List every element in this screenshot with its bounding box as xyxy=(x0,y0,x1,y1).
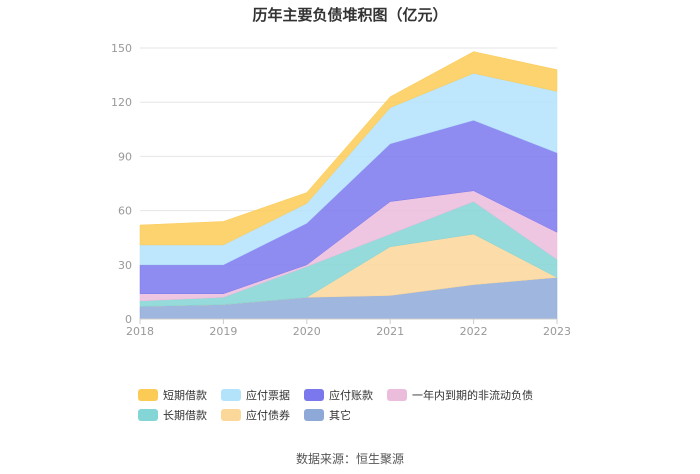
legend-swatch xyxy=(304,409,324,421)
x-tick-label: 2022 xyxy=(460,325,488,338)
x-tick-label: 2023 xyxy=(543,325,571,338)
legend-label: 短期借款 xyxy=(163,389,207,402)
legend-label: 应付债券 xyxy=(246,409,290,422)
legend-item[interactable]: 应付债券 xyxy=(221,408,290,422)
legend-swatch xyxy=(221,389,241,401)
x-tick-label: 2021 xyxy=(376,325,404,338)
legend-label: 其它 xyxy=(329,409,351,422)
legend-swatch xyxy=(138,389,158,401)
area-series-6 xyxy=(139,51,558,246)
legend-label: 一年内到期的非流动负债 xyxy=(412,389,533,402)
x-tick-label: 2018 xyxy=(126,325,154,338)
legend-item[interactable]: 其它 xyxy=(304,408,351,422)
legend-swatch xyxy=(304,389,324,401)
legend: 短期借款 应付票据 应付账款 一年内到期的非流动负债长期借款 应付债券 其它 xyxy=(138,388,608,422)
y-tick-label: 30 xyxy=(118,259,132,272)
legend-swatch xyxy=(387,389,407,401)
legend-label: 长期借款 xyxy=(163,409,207,422)
data-source: 数据来源：恒生聚源 xyxy=(295,452,404,466)
y-tick-label: 150 xyxy=(111,42,132,55)
legend-item[interactable]: 应付账款 xyxy=(304,388,373,402)
chart-title: 历年主要负债堆积图（亿元） xyxy=(252,6,448,24)
y-tick-label: 120 xyxy=(111,96,132,109)
x-tick-label: 2019 xyxy=(209,325,237,338)
x-tick-label: 2020 xyxy=(293,325,321,338)
y-axis-tick-labels: 0 30 60 90 120 150 xyxy=(111,42,132,326)
legend-label: 应付账款 xyxy=(329,389,373,402)
legend-item[interactable]: 应付票据 xyxy=(221,388,290,402)
y-tick-label: 90 xyxy=(118,150,132,163)
y-tick-label: 0 xyxy=(125,313,132,326)
y-tick-label: 60 xyxy=(118,205,132,218)
legend-item[interactable]: 短期借款 xyxy=(138,388,207,402)
x-axis: 2018 2019 2020 2021 2022 2023 xyxy=(126,318,571,338)
legend-label: 应付票据 xyxy=(246,389,290,402)
area-series xyxy=(139,51,558,320)
legend-item[interactable]: 长期借款 xyxy=(138,408,207,422)
legend-item[interactable]: 一年内到期的非流动负债 xyxy=(387,388,533,402)
legend-swatch xyxy=(138,409,158,421)
legend-swatch xyxy=(221,409,241,421)
